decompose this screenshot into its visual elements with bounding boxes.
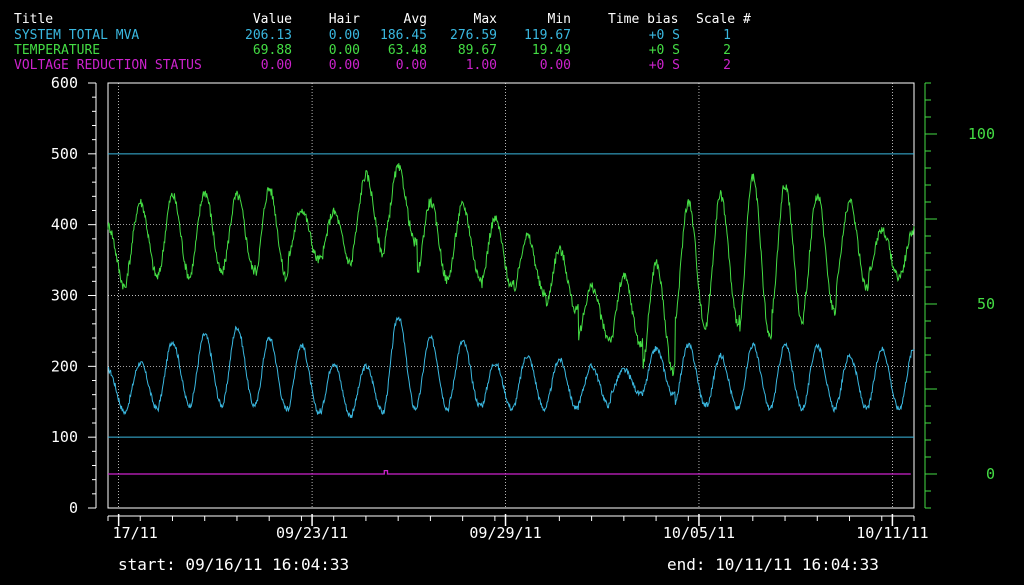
legend-system-total-mva-title: SYSTEM TOTAL MVA	[14, 28, 139, 43]
left-tick-label: 600	[51, 74, 78, 92]
legend-voltage-reduction-status-max: 1.00	[466, 58, 497, 73]
legend-temperature-max: 89.67	[458, 43, 497, 58]
legend-temperature-scale: 2	[723, 43, 731, 58]
legend-header-scale: Scale #	[696, 12, 751, 27]
legend-voltage-reduction-status-avg: 0.00	[396, 58, 427, 73]
series-line-temperature	[107, 163, 915, 377]
right-axis: 0 50 100	[924, 82, 995, 509]
legend-table: Title Value Hair Avg Max Min Time bias S…	[14, 12, 751, 73]
right-tick-label: 0	[986, 465, 995, 483]
legend-temperature-hair: 0.00	[329, 43, 360, 58]
x-tick-label: 10/05/11	[663, 524, 735, 542]
legend-header-hair: Hair	[329, 12, 360, 27]
legend-header-value: Value	[253, 12, 292, 27]
x-tick-label: 17/11	[113, 524, 158, 542]
grid-lines	[108, 83, 914, 508]
legend-header-avg: Avg	[404, 12, 427, 27]
legend-voltage-reduction-status-hair: 0.00	[329, 58, 360, 73]
left-tick-label: 300	[51, 287, 78, 305]
legend-voltage-reduction-status-title: VOLTAGE REDUCTION STATUS	[14, 58, 202, 73]
x-tick-label: 10/11/11	[856, 524, 928, 542]
right-tick-label: 50	[977, 295, 995, 313]
legend-header-time-bias: Time bias	[608, 12, 678, 27]
legend-voltage-reduction-status-time-bias: +0 S	[649, 58, 680, 73]
right-tick-label: 100	[968, 125, 995, 143]
x-tick-label: 09/23/11	[276, 524, 348, 542]
series-layer	[107, 163, 915, 475]
left-tick-label: 500	[51, 145, 78, 163]
legend-voltage-reduction-status-value: 0.00	[261, 58, 292, 73]
left-axis: 0 100 200 300 400 500 600	[51, 74, 97, 517]
legend-temperature-avg: 63.48	[388, 43, 427, 58]
legend-temperature-min: 19.49	[532, 43, 571, 58]
left-tick-label: 100	[51, 428, 78, 446]
series-line-voltage-reduction-status	[108, 469, 911, 475]
legend-system-total-mva-value: 206.13	[245, 28, 292, 43]
x-tick-label: 09/29/11	[469, 524, 541, 542]
x-axis: 17/11 09/23/11 09/29/11 10/05/11 10/11/11	[107, 514, 929, 542]
legend-header-min: Min	[548, 12, 571, 27]
legend-system-total-mva-scale: 1	[723, 28, 731, 43]
series-line-system-total-mva	[107, 316, 915, 419]
reference-lines	[108, 153, 914, 438]
legend-temperature-title: TEMPERATURE	[14, 43, 100, 58]
legend-temperature-time-bias: +0 S	[649, 43, 680, 58]
legend-voltage-reduction-status-min: 0.00	[540, 58, 571, 73]
legend-system-total-mva-hair: 0.00	[329, 28, 360, 43]
left-tick-label: 400	[51, 216, 78, 234]
left-tick-label: 200	[51, 357, 78, 375]
legend-system-total-mva-min: 119.67	[524, 28, 571, 43]
left-tick-label: 0	[69, 499, 78, 517]
end-time-label: end: 10/11/11 16:04:33	[667, 555, 879, 574]
legend-voltage-reduction-status-scale: 2	[723, 58, 731, 73]
legend-system-total-mva-avg: 186.45	[380, 28, 427, 43]
legend-header-title: Title	[14, 12, 53, 27]
legend-system-total-mva-time-bias: +0 S	[649, 28, 680, 43]
legend-system-total-mva-max: 276.59	[450, 28, 497, 43]
legend-temperature-value: 69.88	[253, 43, 292, 58]
start-time-label: start: 09/16/11 16:04:33	[118, 555, 349, 574]
legend-header-max: Max	[474, 12, 498, 27]
